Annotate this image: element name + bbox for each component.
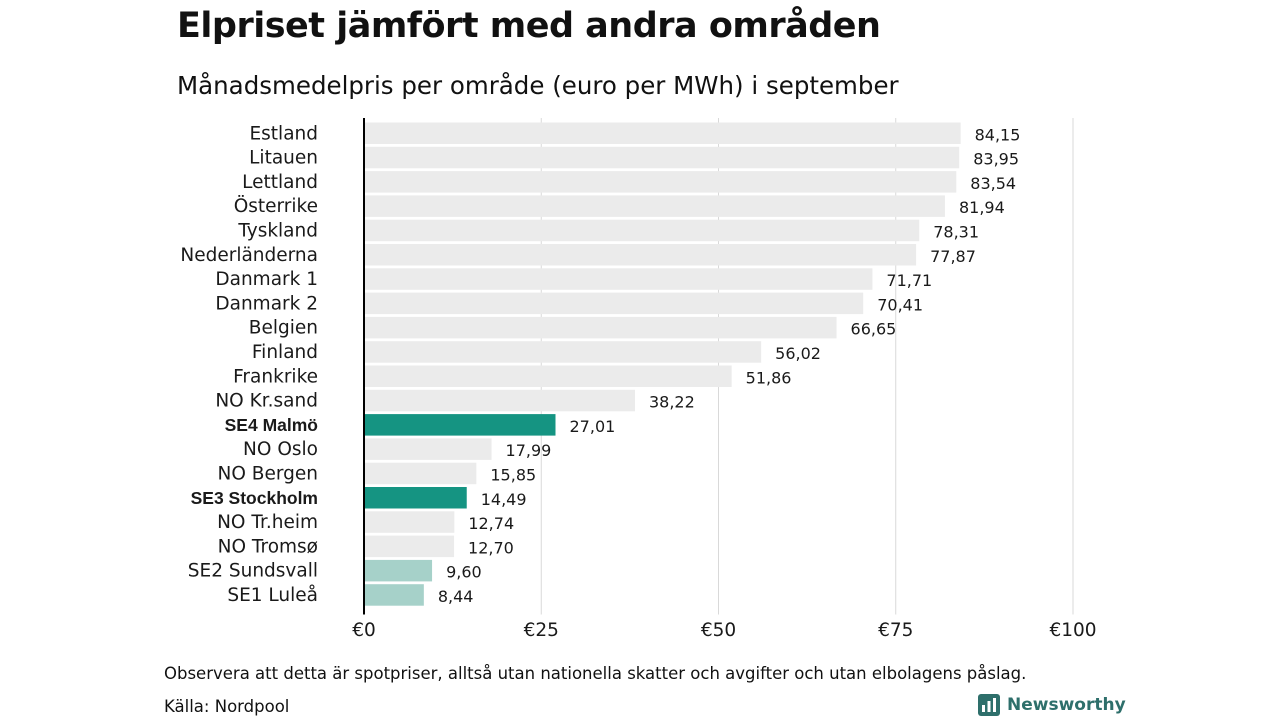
bar [364, 438, 492, 460]
category-label: SE3 Stockholm [191, 488, 318, 508]
category-label: SE2 Sundsvall [188, 561, 318, 582]
category-label: Belgien [249, 318, 318, 339]
bar [364, 584, 424, 606]
value-label: 56,02 [775, 344, 821, 363]
value-label: 78,31 [933, 222, 979, 241]
bar [364, 389, 635, 412]
bar [364, 268, 873, 290]
bar [364, 219, 920, 242]
value-label: 66,65 [851, 320, 897, 339]
category-label: Lettland [242, 172, 318, 193]
x-tick-label: €100 [1049, 620, 1096, 641]
brand-logo: Newsworthy [978, 694, 1126, 716]
category-label: Österrike [234, 195, 318, 217]
value-label: 77,87 [930, 247, 976, 266]
value-label: 9,60 [446, 563, 482, 582]
value-label: 15,85 [490, 465, 536, 484]
value-label: 8,44 [438, 587, 474, 606]
value-label: 51,86 [746, 368, 792, 387]
bar [364, 316, 837, 339]
value-label: 81,94 [959, 198, 1005, 217]
x-tick-label: €75 [878, 620, 913, 641]
category-label: Frankrike [233, 366, 318, 387]
category-label: NO Bergen [218, 463, 319, 484]
value-label: 83,54 [970, 174, 1016, 193]
category-label: SE1 Luleå [227, 585, 318, 606]
value-label: 12,70 [468, 538, 514, 557]
value-label: 17,99 [506, 441, 552, 460]
category-label: NO Tromsø [218, 536, 318, 557]
bar [364, 535, 455, 558]
bar [364, 122, 961, 144]
value-label: 70,41 [877, 295, 923, 314]
category-label: NO Tr.heim [217, 512, 318, 533]
brand-name: Newsworthy [1007, 695, 1126, 715]
bar [364, 341, 762, 363]
value-label: 84,15 [975, 125, 1021, 144]
x-tick-label: €0 [352, 620, 376, 641]
category-label: Danmark 2 [215, 293, 318, 314]
value-label: 83,95 [973, 150, 1019, 169]
bar [364, 171, 957, 193]
bar [364, 462, 477, 485]
category-label: Litauen [249, 148, 318, 169]
x-tick-label: €50 [701, 620, 736, 641]
category-label: SE4 Malmö [225, 415, 318, 435]
chart-title: Elpriset jämfört med andra områden [177, 6, 881, 46]
bar [364, 365, 732, 387]
category-label: Finland [252, 342, 318, 363]
category-label: Nederländerna [180, 245, 318, 266]
category-label: Estland [249, 123, 318, 144]
value-label: 27,01 [570, 417, 616, 436]
bar [364, 414, 556, 436]
bar [364, 195, 945, 217]
x-tick-label: €25 [524, 620, 559, 641]
source-note: Källa: Nordpool [164, 697, 290, 716]
chart-subtitle: Månadsmedelpris per område (euro per MWh… [177, 71, 899, 100]
value-label: 14,49 [481, 490, 527, 509]
bar [364, 292, 864, 315]
bar [364, 511, 455, 533]
value-label: 71,71 [886, 271, 932, 290]
footnote: Observera att detta är spotpriser, allts… [164, 664, 1027, 683]
category-label: NO Oslo [243, 439, 318, 460]
bar [364, 487, 467, 509]
value-label: 38,22 [649, 393, 695, 412]
newsworthy-logo-icon [978, 694, 1000, 716]
bar [364, 244, 917, 266]
category-label: Tyskland [237, 220, 318, 241]
category-label: Danmark 1 [215, 269, 318, 290]
value-label: 12,74 [468, 514, 514, 533]
bar-chart: Estland 84,15 Litauen 83,95 Lettland 83,54 Öst… [180, 118, 1097, 641]
category-label: NO Kr.sand [215, 391, 318, 412]
bar [364, 146, 960, 169]
bar [364, 559, 433, 582]
